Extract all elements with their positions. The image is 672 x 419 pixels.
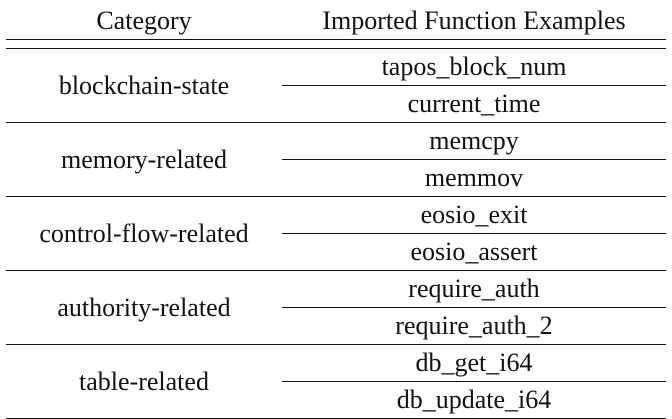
table-row: blockchain-state tapos_block_num	[6, 48, 666, 123]
table-row: db_update_i64	[6, 381, 666, 419]
example-cell: memmov	[282, 159, 666, 197]
double-rule	[6, 39, 666, 49]
double-rule-cell	[6, 39, 666, 49]
header-separator	[6, 39, 666, 49]
example-cell: current_time	[282, 85, 666, 123]
example-cell: require_auth	[282, 270, 666, 308]
table-header: Category Imported Function Examples	[6, 2, 666, 40]
example-cell: memcpy	[282, 122, 666, 160]
example-cell: db_get_i64	[282, 344, 666, 382]
table-row: memory-related memcpy	[6, 122, 666, 197]
imported-function-table: Category Imported Function Examples bloc…	[6, 2, 666, 419]
header-row: Category Imported Function Examples	[6, 2, 666, 40]
top-crop-edge	[0, 0, 672, 3]
example-cell: eosio_exit	[282, 196, 666, 234]
table-row: control-flow-related eosio_exit	[6, 196, 666, 271]
table-row: table-related db_get_i64	[6, 344, 666, 419]
category-cell: blockchain-state	[6, 48, 282, 123]
table-row: memmov	[6, 159, 666, 197]
header-category: Category	[96, 5, 192, 35]
table-row: require_auth_2	[6, 307, 666, 345]
category-group-authority-related: authority-related require_auth require_a…	[6, 270, 666, 345]
table-row: eosio_assert	[6, 233, 666, 271]
category-cell: memory-related	[6, 122, 282, 197]
category-group-table-related: table-related db_get_i64 db_update_i64	[6, 344, 666, 419]
category-group-blockchain-state: blockchain-state tapos_block_num current…	[6, 48, 666, 123]
example-cell: db_update_i64	[282, 381, 666, 419]
category-cell: table-related	[6, 344, 282, 419]
table-row: current_time	[6, 85, 666, 123]
header-imported-function-examples: Imported Function Examples	[322, 5, 626, 35]
category-cell: authority-related	[6, 270, 282, 345]
example-cell: eosio_assert	[282, 233, 666, 271]
category-group-memory-related: memory-related memcpy memmov	[6, 122, 666, 197]
example-cell: tapos_block_num	[282, 48, 666, 86]
category-cell: control-flow-related	[6, 196, 282, 271]
category-group-control-flow-related: control-flow-related eosio_exit eosio_as…	[6, 196, 666, 271]
example-cell: require_auth_2	[282, 307, 666, 345]
table-row: authority-related require_auth	[6, 270, 666, 345]
